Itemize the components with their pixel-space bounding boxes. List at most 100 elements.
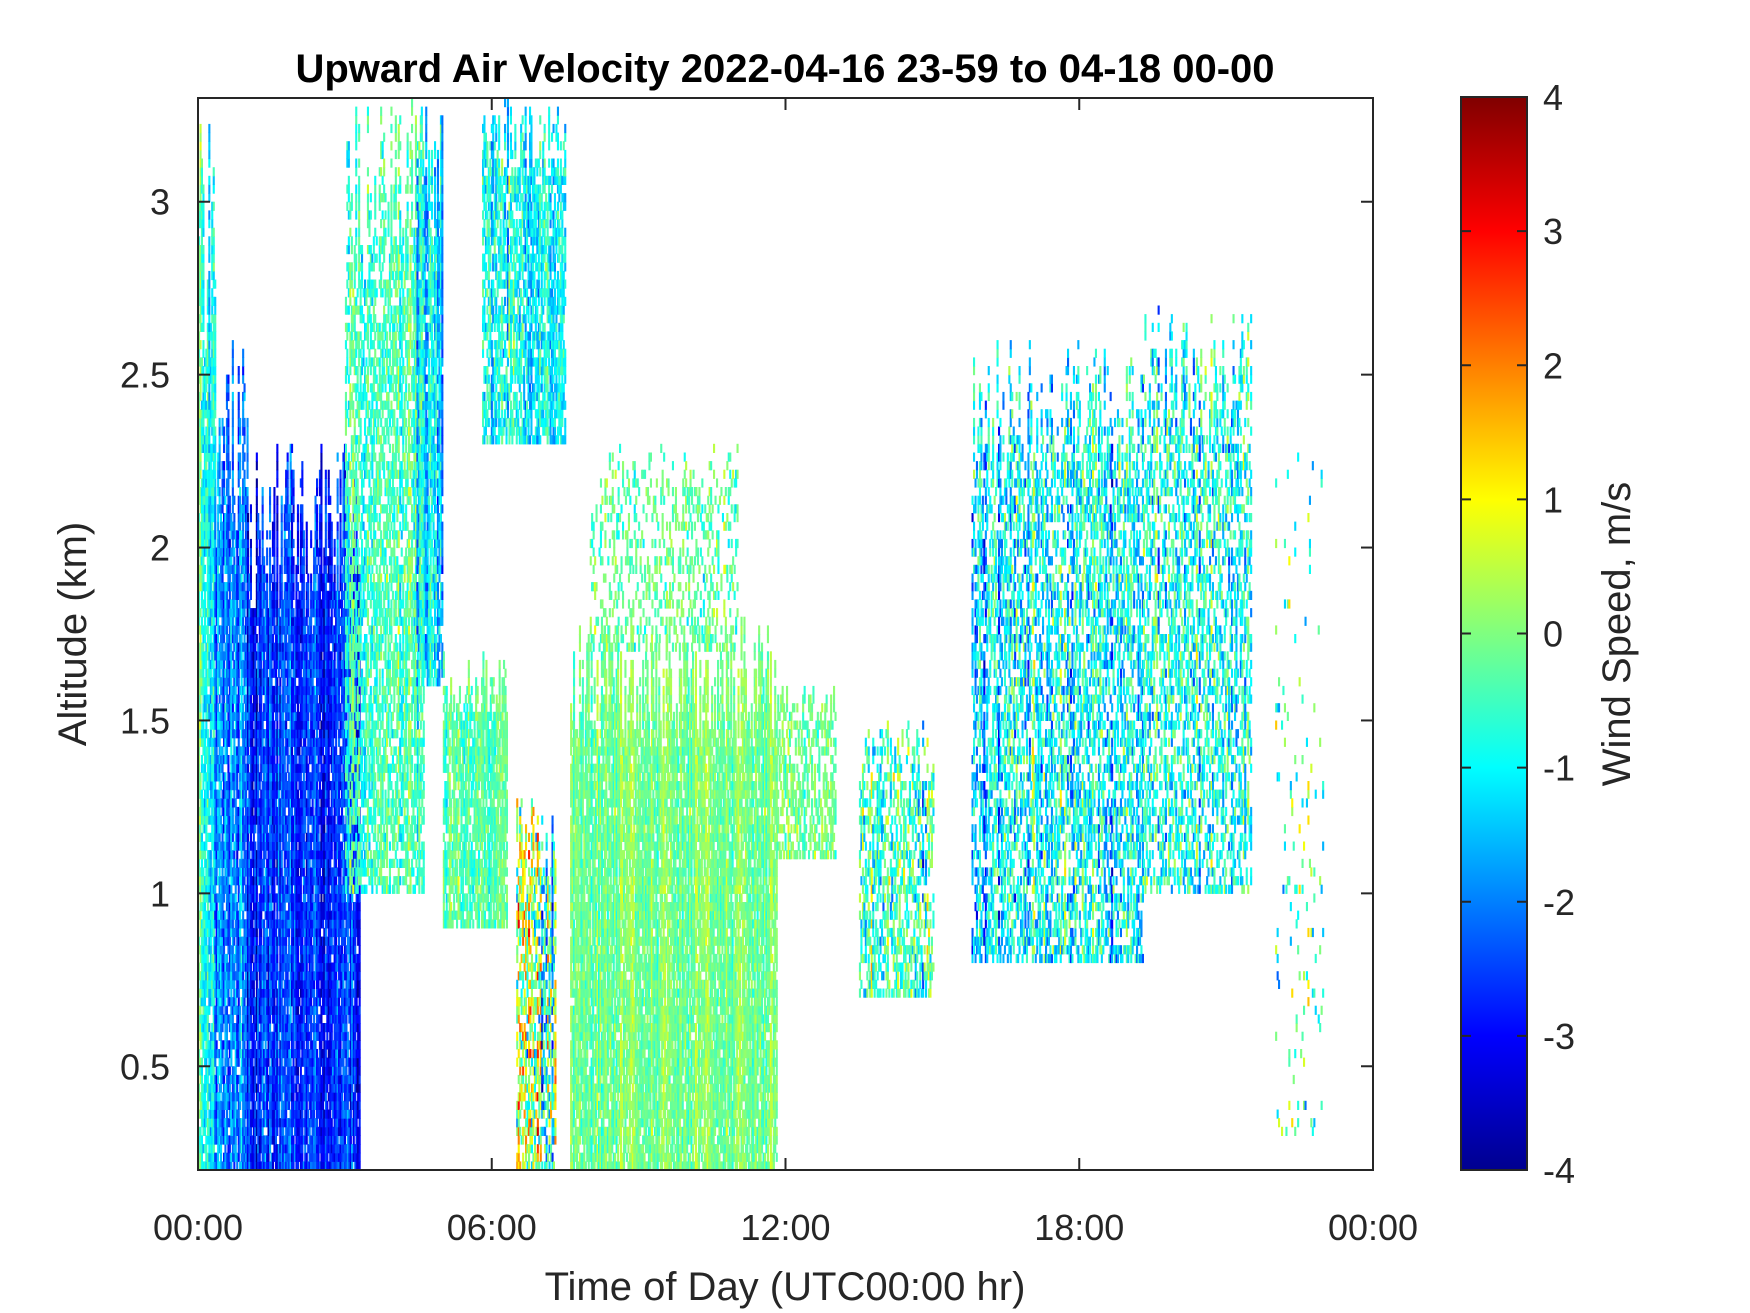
heatmap-cell [273,504,275,513]
heatmap-cell [244,427,246,436]
heatmap-cell [244,686,246,695]
heatmap-cell [229,461,231,470]
heatmap-cell [276,574,278,583]
heatmap-cell [217,478,219,487]
heatmap-cell [200,383,202,392]
heatmap-cell [219,833,221,842]
heatmap-cell [262,738,264,747]
heatmap-cell [281,556,283,565]
heatmap-cell [223,427,225,436]
heatmap-cell [260,1110,262,1119]
heatmap-cell [208,124,210,133]
heatmap-cell [273,522,275,531]
heatmap-cell [236,548,238,557]
heatmap-cell [242,375,244,384]
heatmap-cell [279,677,281,686]
heatmap-cell [239,435,241,444]
heatmap-cell [250,504,252,513]
heatmap-cell [272,712,274,721]
heatmap-cell [247,764,249,773]
heatmap-cell [245,669,247,678]
heatmap-cell [254,1075,256,1084]
heatmap-cell [250,582,252,591]
heatmap-cell [250,513,252,522]
heatmap-cell [230,643,232,652]
heatmap-cell [257,522,259,531]
heatmap-cell [276,721,278,730]
heatmap-cell [247,582,249,591]
heatmap-cell [262,548,264,557]
heatmap-cell [230,1049,232,1058]
heatmap-cell [244,582,246,591]
heatmap-cell [291,548,293,557]
heatmap-cell [276,911,278,920]
heatmap-cell [293,565,295,574]
heatmap-cell [214,513,216,522]
heatmap-cell [213,271,215,280]
heatmap-cell [244,453,246,462]
heatmap-cell [281,513,283,522]
heatmap-cell [219,807,221,816]
heatmap-cell [205,686,207,695]
heatmap-cell [251,807,253,816]
heatmap-cell [236,859,238,868]
heatmap-cell [222,1006,224,1015]
heatmap-cell [256,703,258,712]
heatmap-cell [200,703,202,712]
heatmap-cell [213,245,215,254]
heatmap-cell [201,1075,203,1084]
heatmap-cell [229,574,231,583]
heatmap-cell [257,790,259,799]
heatmap-cell [223,444,225,453]
heatmap-cell [235,798,237,807]
heatmap-cell [244,997,246,1006]
heatmap-cell [200,141,202,150]
heatmap-cell [216,695,218,704]
heatmap-cell [247,772,249,781]
heatmap-cell [239,911,241,920]
heatmap-cell [278,608,280,617]
heatmap-cell [238,712,240,721]
heatmap-cell [202,262,204,271]
heatmap-cell [265,1040,267,1049]
heatmap-cell [265,850,267,859]
heatmap-cell [275,669,277,678]
heatmap-cell [235,686,237,695]
heatmap-cell [276,1040,278,1049]
heatmap-cell [281,496,283,505]
heatmap-cell [256,548,258,557]
heatmap-cell [282,738,284,747]
heatmap-cell [213,427,215,436]
heatmap-cell [276,1127,278,1136]
heatmap-cell [293,513,295,522]
heatmap-cell [226,1006,228,1015]
heatmap-cell [201,159,203,168]
heatmap-cell [223,945,225,954]
heatmap-cell [238,1153,240,1162]
heatmap-cell [242,721,244,730]
heatmap-cell [285,833,287,842]
heatmap-cell [239,461,241,470]
heatmap-cell [238,478,240,487]
heatmap-cell [224,712,226,721]
heatmap-cell [227,427,229,436]
heatmap-cell [204,764,206,773]
heatmap-cell [219,790,221,799]
heatmap-cell [273,911,275,920]
heatmap-cell [278,1032,280,1041]
heatmap-cell [284,530,286,539]
heatmap-cell [227,453,229,462]
heatmap-cell [242,911,244,920]
heatmap-cell [275,980,277,989]
heatmap-cell [273,530,275,539]
heatmap-cell [273,513,275,522]
heatmap-cell [202,202,204,211]
heatmap-cell [208,383,210,392]
heatmap-cell [262,1127,264,1136]
heatmap-cell [200,772,202,781]
heatmap-cell [227,764,229,773]
heatmap-cell [259,781,261,790]
heatmap-cell [219,427,221,436]
heatmap-cell [232,945,234,954]
heatmap-cell [232,392,234,401]
